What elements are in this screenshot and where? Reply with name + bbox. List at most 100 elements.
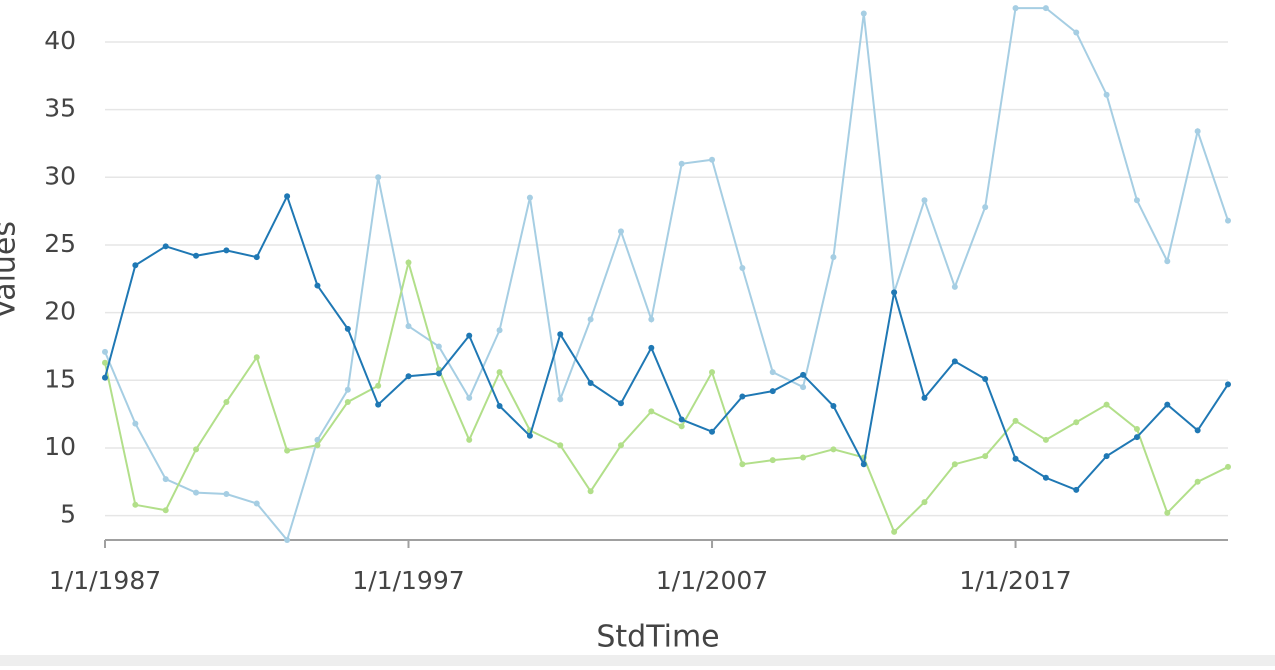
data-point bbox=[223, 247, 230, 254]
data-point bbox=[1194, 128, 1201, 135]
bottom-bar bbox=[0, 655, 1275, 666]
data-point bbox=[617, 228, 624, 235]
data-point bbox=[587, 316, 594, 323]
data-point bbox=[709, 156, 716, 163]
series-line bbox=[104, 7, 1229, 543]
data-point bbox=[1103, 401, 1110, 408]
data-point bbox=[162, 507, 169, 514]
data-point bbox=[1042, 436, 1049, 443]
data-point bbox=[253, 354, 260, 361]
data-point bbox=[1073, 419, 1080, 426]
data-point bbox=[132, 262, 139, 269]
data-point bbox=[739, 461, 746, 468]
data-point bbox=[982, 375, 989, 382]
data-point bbox=[982, 453, 989, 460]
data-point bbox=[223, 398, 230, 405]
data-point bbox=[132, 420, 139, 427]
data-point bbox=[951, 358, 958, 365]
x-tick-label: 1/1/2007 bbox=[656, 566, 768, 595]
x-tick-label: 1/1/1987 bbox=[49, 566, 161, 595]
data-point bbox=[526, 194, 533, 201]
data-point bbox=[405, 259, 412, 266]
data-point bbox=[800, 454, 807, 461]
x-axis-title: StdTime bbox=[596, 620, 719, 655]
x-tick-label: 1/1/2017 bbox=[959, 566, 1071, 595]
data-point bbox=[587, 488, 594, 495]
data-point bbox=[769, 457, 776, 464]
data-point bbox=[496, 327, 503, 334]
data-point bbox=[1103, 91, 1110, 98]
data-point bbox=[648, 316, 655, 323]
data-point bbox=[1073, 29, 1080, 36]
data-point bbox=[253, 500, 260, 507]
data-point bbox=[1164, 509, 1171, 516]
data-point bbox=[860, 461, 867, 468]
data-point bbox=[648, 408, 655, 415]
data-point bbox=[921, 197, 928, 204]
series-line bbox=[104, 193, 1229, 492]
data-point bbox=[344, 386, 351, 393]
y-tick-label: 5 bbox=[60, 500, 76, 529]
data-point bbox=[769, 388, 776, 395]
data-point bbox=[800, 384, 807, 391]
data-point bbox=[921, 394, 928, 401]
y-tick-label: 35 bbox=[44, 94, 76, 123]
data-point bbox=[1164, 401, 1171, 408]
data-point bbox=[466, 394, 473, 401]
data-point bbox=[1103, 453, 1110, 460]
data-point bbox=[405, 323, 412, 330]
data-point bbox=[1012, 417, 1019, 424]
data-point bbox=[132, 501, 139, 508]
data-point bbox=[435, 370, 442, 377]
data-point bbox=[1194, 478, 1201, 485]
data-point bbox=[830, 446, 837, 453]
data-point bbox=[678, 423, 685, 430]
data-point bbox=[284, 193, 291, 200]
data-point bbox=[739, 264, 746, 271]
x-tick-label: 1/1/1997 bbox=[352, 566, 464, 595]
data-point bbox=[891, 289, 898, 296]
data-point bbox=[557, 396, 564, 403]
data-point bbox=[375, 401, 382, 408]
data-point bbox=[496, 369, 503, 376]
data-point bbox=[830, 254, 837, 261]
data-point bbox=[1225, 463, 1231, 470]
y-tick-label: 25 bbox=[44, 229, 76, 258]
data-point bbox=[678, 160, 685, 167]
data-point bbox=[982, 204, 989, 211]
data-point bbox=[466, 436, 473, 443]
data-point bbox=[223, 490, 230, 497]
data-point bbox=[193, 489, 200, 496]
data-point bbox=[739, 393, 746, 400]
data-point bbox=[860, 10, 867, 17]
data-point bbox=[102, 374, 108, 381]
data-point bbox=[951, 461, 958, 468]
data-point bbox=[344, 325, 351, 332]
data-point bbox=[1133, 197, 1140, 204]
data-point bbox=[617, 400, 624, 407]
data-point bbox=[587, 380, 594, 387]
data-point bbox=[284, 537, 291, 543]
y-tick-label: 10 bbox=[44, 432, 76, 461]
data-point bbox=[496, 403, 503, 410]
data-point bbox=[1042, 5, 1049, 12]
data-point bbox=[435, 343, 442, 350]
series-line bbox=[104, 258, 1229, 534]
y-tick-label: 20 bbox=[44, 297, 76, 326]
data-point bbox=[102, 359, 108, 366]
data-point bbox=[253, 254, 260, 261]
data-point bbox=[1073, 486, 1080, 493]
data-point bbox=[1225, 217, 1231, 224]
data-point bbox=[617, 442, 624, 449]
data-point bbox=[648, 344, 655, 351]
data-point bbox=[162, 476, 169, 483]
data-point bbox=[314, 436, 321, 443]
data-point bbox=[375, 174, 382, 181]
data-point bbox=[709, 428, 716, 435]
y-tick-label: 40 bbox=[44, 26, 76, 55]
data-point bbox=[1225, 381, 1231, 388]
data-point bbox=[709, 369, 716, 376]
data-point bbox=[891, 528, 898, 535]
